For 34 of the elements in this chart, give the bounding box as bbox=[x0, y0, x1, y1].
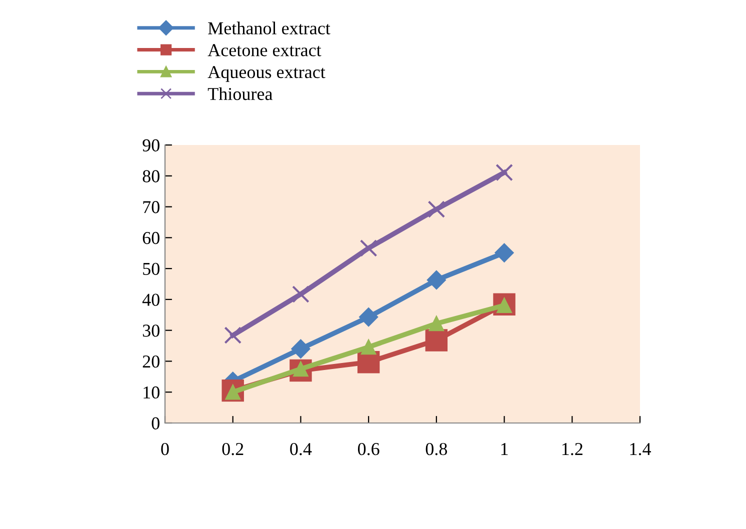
x-tick-label: 0 bbox=[161, 442, 169, 456]
point bbox=[496, 164, 513, 182]
y-tick-label: 20 bbox=[142, 355, 160, 368]
x-tick-label: 1.4 bbox=[630, 443, 652, 456]
y-tick-label: 60 bbox=[142, 232, 160, 244]
point bbox=[224, 326, 242, 344]
point bbox=[360, 339, 376, 355]
point bbox=[426, 270, 446, 290]
y-tick-label: 80 bbox=[142, 170, 160, 182]
x-tick-label: 0.4 bbox=[290, 442, 312, 456]
point bbox=[292, 286, 310, 303]
x-tick-label: 0.6 bbox=[358, 442, 380, 456]
point bbox=[494, 243, 514, 262]
point bbox=[291, 339, 310, 358]
legend-label: Thiourea bbox=[208, 87, 273, 100]
y-tick-label: 0 bbox=[152, 417, 160, 430]
legend-label: Methanol extract bbox=[208, 22, 330, 34]
y-tick-label: 30 bbox=[142, 324, 160, 337]
x-tick-label: 0.8 bbox=[426, 442, 448, 456]
x-tick-label: 1 bbox=[501, 443, 508, 455]
y-tick-label: 90 bbox=[142, 139, 160, 152]
y-tick-label: 70 bbox=[143, 201, 160, 214]
point bbox=[360, 239, 378, 257]
x-tick-label: 1.2 bbox=[562, 443, 582, 456]
y-tick-label: 10 bbox=[144, 386, 160, 399]
point bbox=[428, 200, 446, 218]
legend-label: Aqueous extract bbox=[208, 66, 326, 82]
y-tick-label: 40 bbox=[142, 294, 160, 306]
legend-label: Acetone extract bbox=[208, 44, 322, 56]
point bbox=[425, 329, 448, 352]
x-tick-label: 0.2 bbox=[222, 442, 244, 456]
point bbox=[359, 308, 378, 327]
point bbox=[428, 316, 444, 332]
y-tick-label: 50 bbox=[143, 262, 160, 275]
